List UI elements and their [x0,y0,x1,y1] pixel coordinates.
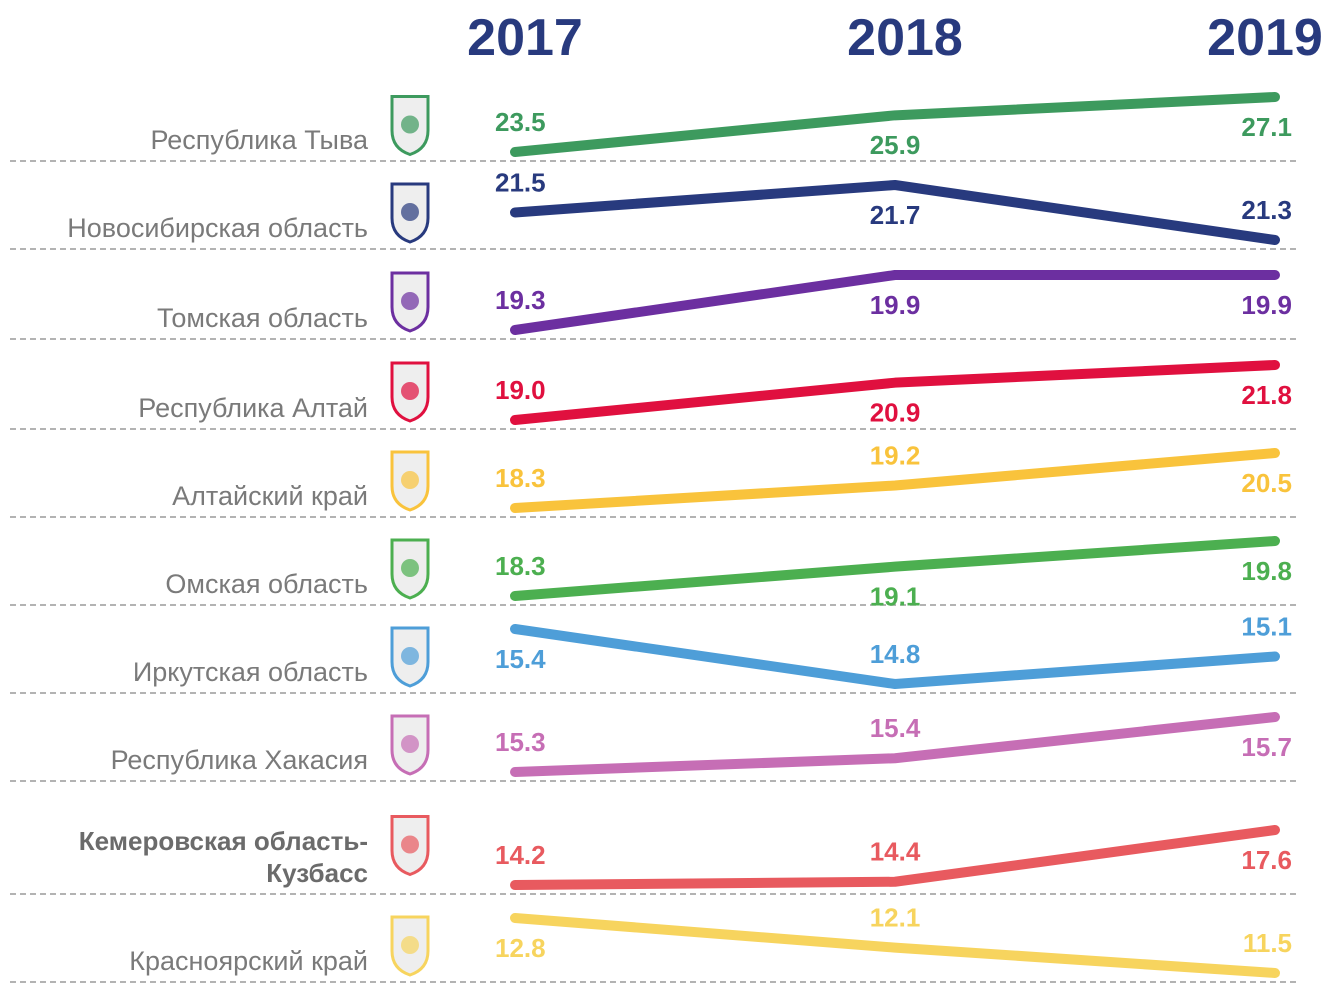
value-label: 15.3 [495,727,546,757]
value-label: 14.2 [495,840,546,870]
region-name: Красноярский край [129,946,368,976]
value-label: 15.4 [495,644,546,674]
series-line [510,360,1280,425]
series-line [510,624,1280,689]
value-label: 20.5 [1241,468,1292,498]
emblem-center [401,203,419,221]
region-name: Омская область [165,569,368,599]
value-label: 19.9 [870,290,921,320]
series-line [510,270,1280,335]
value-label: 11.5 [1243,928,1292,958]
value-label: 17.6 [1241,845,1292,875]
value-label: 21.7 [870,200,921,230]
region-name: Республика Алтай [138,393,368,423]
emblem-center [401,559,419,577]
value-label: 19.0 [495,375,546,405]
value-label: 19.1 [870,582,921,612]
value-label: 23.5 [495,107,546,137]
value-label: 21.8 [1241,380,1292,410]
value-label: 19.3 [495,285,546,315]
value-label: 18.3 [495,463,546,493]
emblem-center [401,735,419,753]
value-label: 15.1 [1241,611,1292,641]
region-name: Республика Тыва [150,125,368,155]
value-label: 19.9 [1241,290,1292,320]
region-name: Новосибирская область [67,213,368,243]
value-label: 14.4 [870,837,921,867]
year-label: 2019 [1207,9,1323,67]
year-label: 2018 [847,9,963,67]
value-label: 20.9 [870,398,921,428]
series-line [510,712,1280,777]
emblem-center [401,382,419,400]
emblem-center [401,292,419,310]
region-name: Алтайский край [172,481,368,511]
series-line [510,825,1280,890]
value-label: 15.7 [1241,732,1292,762]
series-line [510,180,1280,245]
value-label: 18.3 [495,551,546,581]
series-line [510,913,1280,978]
emblem-center [401,835,419,854]
series-line [510,536,1280,601]
value-label: 25.9 [870,130,921,160]
value-label: 12.1 [870,902,921,932]
value-label: 15.4 [870,713,921,743]
emblem-center [401,471,419,489]
value-label: 21.5 [495,167,546,197]
value-label: 12.8 [495,933,546,963]
emblem-center [401,936,419,954]
series-line [510,448,1280,513]
region-name: Томская область [157,303,368,333]
region-name: Республика Хакасия [110,745,368,775]
emblem-center [401,115,419,134]
value-label: 21.3 [1241,195,1292,225]
value-label: 19.8 [1241,556,1292,586]
emblem-center [401,647,419,665]
region-name: Кемеровская область-Кузбасс [78,826,368,888]
series-line [510,92,1280,157]
region-name: Иркутская область [132,657,368,687]
value-label: 14.8 [870,639,921,669]
value-label: 27.1 [1241,112,1292,142]
value-label: 19.2 [870,440,921,470]
year-label: 2017 [467,9,583,67]
